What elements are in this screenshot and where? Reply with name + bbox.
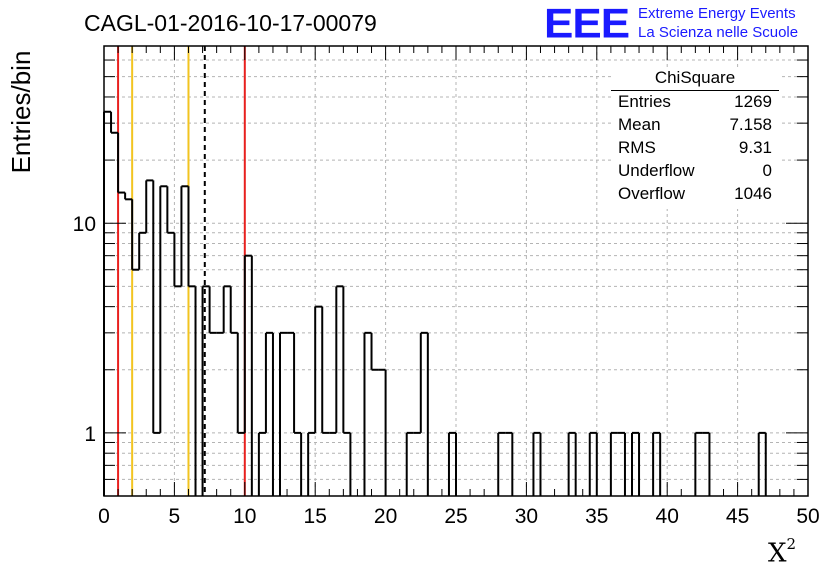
- logo-line-1: Extreme Energy Events: [638, 5, 796, 22]
- stats-key: Overflow: [618, 184, 686, 203]
- y-axis-label: Entries/bin: [6, 50, 36, 174]
- x-tick-label: 20: [374, 505, 397, 528]
- stats-row-rms: RMS 9.31: [618, 138, 772, 160]
- x-axis-label-exponent: 2: [786, 535, 797, 553]
- stats-row-entries: Entries 1269: [618, 92, 772, 114]
- x-tick-label: 5: [169, 505, 181, 528]
- stats-box-title: ChiSquare: [654, 68, 736, 87]
- axes: [103, 45, 809, 497]
- stats-key: Entries: [618, 92, 671, 111]
- x-tick-label: 50: [796, 505, 819, 528]
- stats-value: 0: [762, 161, 772, 180]
- stats-row-mean: Mean 7.158: [618, 115, 772, 137]
- stats-value: 7.158: [729, 115, 772, 134]
- stats-key: RMS: [618, 138, 656, 157]
- x-axis-label: Χ2: [768, 535, 797, 569]
- tick-labels: 1 10 0 5 10 15 20 25 30 35 40 45 50: [73, 213, 820, 528]
- stats-value: 1046: [734, 184, 772, 203]
- stats-box-divider: [611, 90, 779, 91]
- logo-line-2: La Scienza nelle Scuole: [638, 24, 799, 41]
- x-tick-label: 25: [444, 505, 467, 528]
- y-tick-label: 1: [84, 423, 96, 446]
- stats-key: Underflow: [618, 161, 695, 180]
- stats-box: ChiSquare Entries 1269 Mean 7.158 RMS 9.…: [611, 68, 779, 209]
- x-tick-label: 30: [515, 505, 538, 528]
- y-tick-label: 10: [73, 213, 96, 236]
- x-tick-label: 0: [98, 505, 110, 528]
- x-axis-label-base: Χ: [768, 538, 787, 569]
- x-tick-label: 35: [585, 505, 608, 528]
- chart-title: CAGL-01-2016-10-17-00079: [84, 10, 377, 36]
- stats-row-overflow: Overflow 1046: [618, 184, 772, 206]
- stats-value: 1269: [734, 92, 772, 111]
- plot-frame: [103, 45, 809, 497]
- stats-key: Mean: [618, 115, 661, 134]
- stats-value: 9.31: [738, 138, 772, 157]
- x-tick-label: 45: [726, 505, 749, 528]
- x-tick-label: 10: [233, 505, 256, 528]
- x-tick-label: 15: [304, 505, 327, 528]
- eee-logo-mark: EEE: [544, 0, 630, 47]
- stats-row-underflow: Underflow 0: [618, 161, 772, 183]
- x-tick-label: 40: [656, 505, 679, 528]
